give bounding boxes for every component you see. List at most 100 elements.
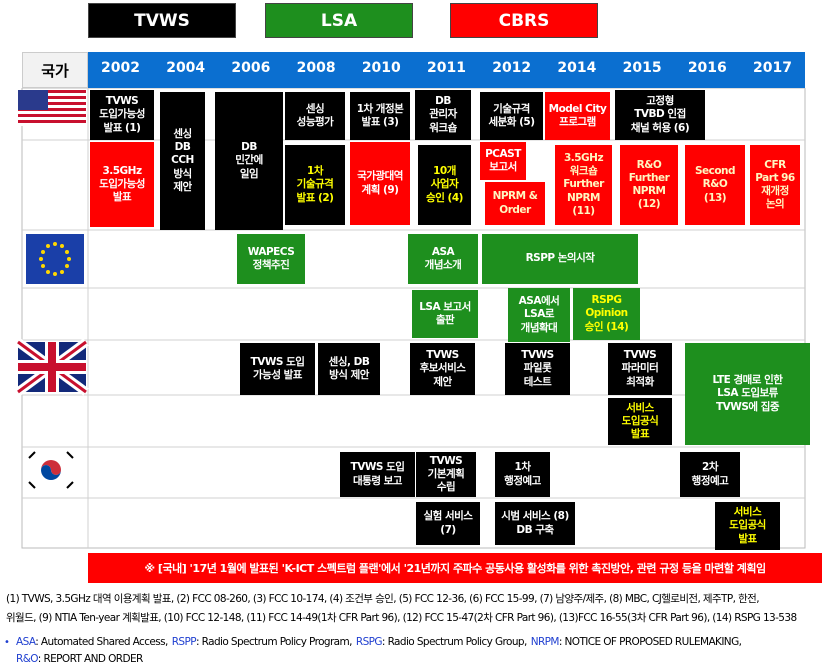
event-box: CFR Part 96 재개정 논의 <box>750 145 800 225</box>
event-text: Further <box>563 178 604 191</box>
event-text: 워크숍 <box>569 165 598 178</box>
year-label: 2002 <box>101 60 140 76</box>
abbr-desc: : Radio Spectrum Policy Group, <box>381 636 527 648</box>
event-box: Model City 프로그램 <box>545 92 610 140</box>
event-text: 3.5GHz <box>102 164 142 177</box>
event-text: 1차 <box>514 461 531 474</box>
abbr-desc: : REPORT AND ORDER <box>37 653 144 665</box>
event-text: 보고서 <box>489 161 517 173</box>
event-text: (13) <box>703 191 727 204</box>
event-box: ASA에서 LSA로 개념확대 <box>508 288 570 342</box>
event-box: TVWS 도입가능성 발표 (1) <box>90 90 154 140</box>
event-box: 고정형 TVBD 인접 채널 허용 (6) <box>615 90 705 140</box>
event-box: DB 민간에 일임 <box>215 92 283 230</box>
bullet: • <box>4 637 10 648</box>
event-text: TVWS <box>426 349 459 362</box>
event-text: 가능성 발표 <box>253 369 302 381</box>
event-text: 기술규격 <box>296 178 334 191</box>
event-text: 출판 <box>435 314 455 326</box>
event-text: 도입가능성 <box>99 108 145 121</box>
event-text: 센싱 <box>173 128 192 141</box>
event-text: 도입가능성 <box>99 177 145 190</box>
year-band <box>88 52 805 88</box>
event-text: 파일롯 <box>523 362 552 375</box>
event-text: 방식 제안 <box>329 369 369 381</box>
event-text: R&O <box>636 158 662 171</box>
legend-item: CBRS <box>450 3 598 38</box>
year-label: 2010 <box>361 60 401 76</box>
event-text: ASA에서 <box>518 295 560 308</box>
event-text: DB <box>241 141 257 154</box>
event-text: 3.5GHz <box>563 152 604 165</box>
event-text: PCAST <box>485 147 521 160</box>
event-box: TVWS 파라미터 최적화 <box>608 343 672 395</box>
note-line: (1) TVWS, 3.5GHz 대역 이용계획 발표, (2) FCC 08-… <box>6 593 760 605</box>
event-text: 성능평가 <box>296 116 334 128</box>
abbr-term: NRPM <box>530 636 560 648</box>
event-text: Order <box>499 203 531 216</box>
event-text: 개념확대 <box>520 321 558 334</box>
event-text: 제안 <box>433 375 452 388</box>
event-text: Model City <box>548 102 607 115</box>
event-text: DB 구축 <box>516 523 554 536</box>
event-text: 사업자 <box>430 178 459 191</box>
event-text: 프로그램 <box>559 116 596 128</box>
event-text: TVWS <box>623 349 657 362</box>
event-text: Second <box>694 165 736 178</box>
year-label: 2017 <box>753 60 792 76</box>
event-text: ASA <box>431 245 455 258</box>
event-text: 시범 서비스 (8) <box>501 510 569 523</box>
event-text: 정책추진 <box>252 259 290 271</box>
abbr-line: R&O: REPORT AND ORDER <box>16 653 147 665</box>
event-text: 센싱 <box>305 102 325 115</box>
event-text: TVWS <box>521 349 554 362</box>
event-box: DB 관리자 워크숍 <box>415 90 471 140</box>
event-text: RSPP 논의시작 <box>525 252 595 265</box>
event-text: 세분화 (5) <box>488 116 535 128</box>
abbr-desc: : NOTICE OF PROPOSED RULEMAKING, <box>558 636 742 648</box>
event-text: LSA 도입보류 <box>717 387 778 400</box>
event-box: RSPP 논의시작 <box>482 234 638 284</box>
event-box: 10개 사업자 승인 (4) <box>418 145 471 225</box>
event-text: 도입공식 <box>621 414 659 427</box>
event-box: 기술규격 세분화 (5) <box>480 92 543 140</box>
event-text: Part 96 <box>755 171 795 184</box>
event-box: TVWS 기본계획 수립 <box>416 452 476 497</box>
event-box: 국가광대역 계획 (9) <box>350 142 410 225</box>
event-text: CFR <box>764 158 786 171</box>
event-text: 고정형 <box>646 95 674 108</box>
event-text: RSPG <box>591 294 622 307</box>
event-text: Further <box>628 171 670 184</box>
event-box: 시범 서비스 (8) DB 구축 <box>495 502 575 545</box>
event-text: 센싱, DB <box>328 355 370 368</box>
event-text: 발표 (3) <box>361 116 399 128</box>
event-text: 발표 <box>738 532 757 545</box>
year-label: 2008 <box>296 60 336 76</box>
event-text: 승인 (14) <box>584 320 629 333</box>
event-text: 10개 <box>433 165 456 178</box>
note-line: 위월드, (9) NTIA Ten-year 계획발표, (10) FCC 12… <box>6 612 797 624</box>
year-label: 2015 <box>622 60 662 76</box>
event-text: 2차 <box>702 461 718 474</box>
event-text: 개념소개 <box>424 259 462 271</box>
event-text: 승인 (4) <box>426 191 463 204</box>
event-text: TVWS <box>105 95 139 108</box>
event-text: Opinion <box>585 307 628 320</box>
event-text: 테스트 <box>523 375 552 388</box>
event-text: TVBD 인접 <box>634 108 686 121</box>
event-text: TVWS 도입 <box>350 461 405 474</box>
event-text: 계획 (9) <box>361 183 399 196</box>
event-text: DB <box>435 95 451 108</box>
abbr-term: RSPP <box>171 636 197 648</box>
event-text: TVWS <box>429 454 463 467</box>
event-box: 실험 서비스 (7) <box>416 502 480 545</box>
event-box: PCAST 보고서 <box>480 142 526 180</box>
year-label: 2014 <box>557 60 597 76</box>
event-text: 민간에 <box>235 154 263 167</box>
event-text: 워크숍 <box>429 121 457 134</box>
event-text: 발표 <box>630 428 650 441</box>
event-text: 일임 <box>239 167 259 180</box>
event-text: 방식 <box>173 167 192 180</box>
event-box: 1차 행정예고 <box>495 452 550 497</box>
